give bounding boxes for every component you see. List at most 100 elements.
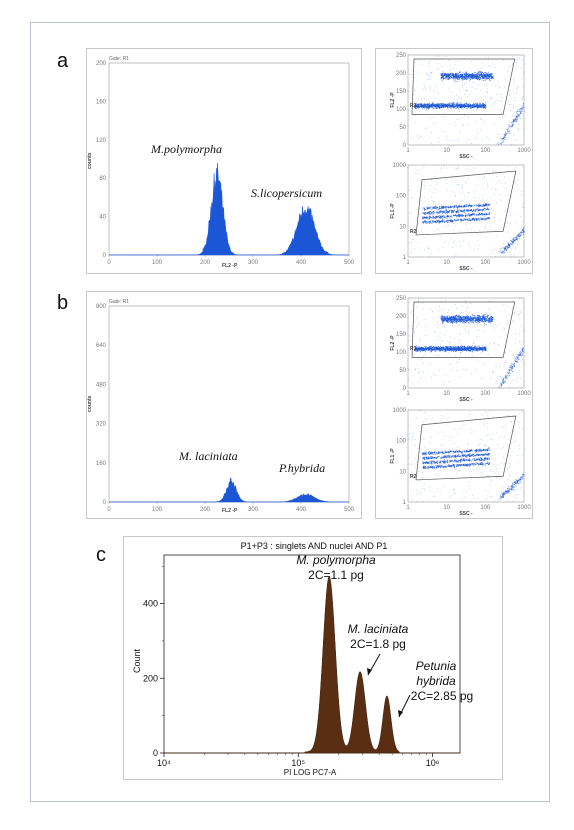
scatter-point bbox=[414, 350, 416, 352]
scatter-point bbox=[460, 74, 462, 76]
scatter-point bbox=[522, 99, 524, 101]
scatter-point bbox=[489, 318, 491, 320]
scatter-point bbox=[503, 133, 505, 135]
scatter-point bbox=[441, 320, 443, 322]
scatter-point bbox=[520, 112, 522, 114]
scatter-point bbox=[438, 221, 440, 223]
scatter-point bbox=[491, 104, 493, 106]
scatter-point bbox=[410, 177, 412, 179]
scatter-point bbox=[458, 108, 460, 110]
scatter-point bbox=[453, 76, 455, 77]
scatter-point bbox=[486, 77, 488, 79]
scatter-point bbox=[523, 107, 525, 108]
scatter-point bbox=[469, 350, 471, 352]
scatter-point bbox=[447, 224, 449, 226]
scatter-point bbox=[450, 346, 452, 348]
scatter-point bbox=[445, 350, 447, 352]
scatter-point bbox=[490, 320, 492, 322]
x-tick-label: 300 bbox=[248, 260, 259, 266]
scatter-point bbox=[446, 209, 448, 211]
scatter-point bbox=[456, 211, 458, 212]
scatter-point bbox=[462, 219, 464, 221]
scatter-point bbox=[480, 316, 482, 318]
scatter-point bbox=[461, 206, 463, 208]
scatter-point bbox=[429, 345, 431, 347]
scatter-point bbox=[466, 78, 468, 80]
scatter-point bbox=[491, 75, 492, 77]
scatter-point bbox=[485, 73, 487, 75]
scatter-point bbox=[504, 187, 506, 189]
scatter-point bbox=[432, 106, 434, 108]
scatter-point bbox=[469, 104, 471, 106]
scatter-point bbox=[422, 216, 424, 218]
scatter-point bbox=[448, 144, 450, 146]
scatter-point bbox=[459, 77, 460, 79]
scatter-point bbox=[450, 216, 452, 218]
scatter-point bbox=[510, 248, 512, 250]
scatter-point bbox=[452, 210, 453, 212]
scatter-point bbox=[445, 320, 447, 322]
scatter-point bbox=[519, 237, 521, 239]
scatter-point bbox=[465, 215, 467, 217]
scatter-point bbox=[451, 319, 452, 321]
scatter-point bbox=[440, 216, 442, 218]
scatter-point bbox=[470, 205, 472, 207]
scatter-point bbox=[461, 106, 463, 107]
scatter-point bbox=[457, 207, 459, 209]
scatter-point bbox=[415, 350, 417, 352]
scatter-point bbox=[462, 125, 463, 127]
scatter-point bbox=[474, 105, 476, 107]
scatter-point bbox=[468, 192, 469, 194]
scatter-point bbox=[491, 76, 493, 78]
scatter-point bbox=[480, 317, 482, 319]
scatter-point bbox=[490, 73, 492, 74]
scatter-point bbox=[434, 217, 436, 219]
scatter-point bbox=[448, 104, 450, 106]
scatter-point bbox=[428, 75, 429, 77]
scatter-point bbox=[457, 76, 459, 78]
scatter-point bbox=[440, 105, 442, 107]
y-axis-label: FL1 -P bbox=[390, 203, 396, 219]
scatter-point bbox=[488, 318, 490, 320]
scatter-point bbox=[472, 214, 474, 216]
scatter-point bbox=[475, 76, 477, 78]
scatter-point bbox=[458, 346, 460, 348]
scatter-point bbox=[470, 76, 472, 78]
scatter-point bbox=[455, 211, 457, 213]
scatter-point bbox=[448, 76, 450, 77]
x-tick-label: 10 bbox=[443, 148, 450, 154]
scatter-point bbox=[471, 317, 473, 319]
scatter-point bbox=[457, 78, 459, 80]
scatter-point bbox=[482, 213, 484, 215]
scatter-point bbox=[476, 232, 478, 234]
scatter-point bbox=[450, 105, 452, 107]
scatter-point bbox=[444, 320, 445, 321]
scatter-point bbox=[507, 242, 509, 244]
scatter-point bbox=[486, 76, 488, 78]
scatter-point bbox=[442, 206, 444, 208]
scatter-point bbox=[466, 78, 468, 80]
scatter-point bbox=[512, 124, 514, 126]
scatter-point bbox=[432, 213, 434, 215]
scatter-point bbox=[411, 74, 413, 75]
scatter-point bbox=[469, 346, 471, 348]
scatter-point bbox=[522, 85, 524, 87]
scatter-point bbox=[451, 75, 453, 77]
scatter-point bbox=[494, 249, 496, 250]
scatter-point bbox=[424, 348, 425, 350]
scatter-point bbox=[522, 106, 524, 108]
scatter-point bbox=[442, 207, 444, 209]
scatter-point bbox=[449, 206, 451, 208]
scatter-point bbox=[463, 123, 465, 125]
scatter-point bbox=[424, 104, 426, 105]
scatter-point bbox=[486, 77, 488, 79]
scatter-point bbox=[450, 216, 452, 218]
scatter-point bbox=[445, 348, 447, 350]
scatter-point bbox=[446, 75, 448, 77]
scatter-point bbox=[473, 105, 475, 107]
scatter-point bbox=[487, 75, 489, 77]
scatter-point bbox=[497, 136, 499, 138]
scatter-point bbox=[427, 107, 429, 109]
scatter-point bbox=[428, 349, 430, 351]
scatter-point bbox=[477, 209, 479, 211]
